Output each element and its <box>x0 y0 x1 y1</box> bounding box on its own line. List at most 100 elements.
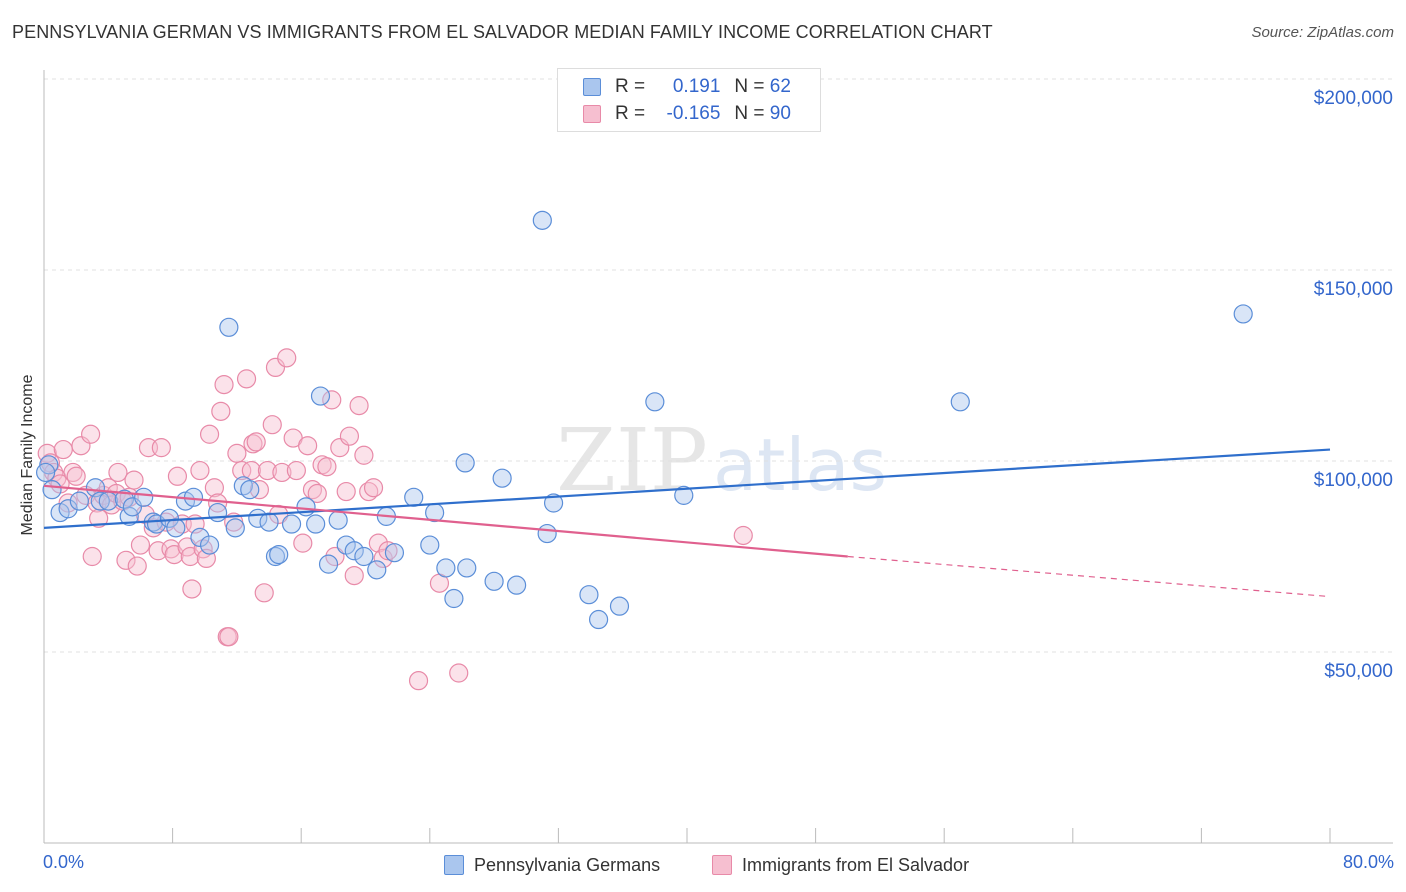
watermark-atlas: atlas <box>713 423 887 507</box>
data-point <box>130 535 151 555</box>
series-pennsylvania-germans <box>36 210 1253 630</box>
correlation-legend: R = 0.191 N = 62 R = -0.165 N = 90 <box>557 68 821 132</box>
data-point <box>444 588 464 609</box>
gridlines <box>44 78 1393 653</box>
data-point <box>208 502 228 523</box>
x-tick-label-max: 80.0% <box>1342 852 1394 872</box>
data-point <box>262 415 282 435</box>
trend-line-extension <box>847 555 1331 598</box>
bottom-legend-label: Pennsylvania Germans <box>474 854 661 875</box>
data-point <box>537 523 557 544</box>
data-point <box>404 487 424 507</box>
data-point <box>36 462 56 483</box>
data-point <box>225 518 245 538</box>
legend-n-value: 90 <box>769 103 791 124</box>
trend-line <box>43 484 848 558</box>
legend-row-pennsylvania-germans: R = 0.191 N = 62 <box>583 75 791 99</box>
data-point <box>182 579 202 599</box>
data-point <box>317 457 337 477</box>
data-point <box>69 491 89 511</box>
data-point <box>254 583 274 603</box>
data-point <box>167 466 188 486</box>
data-point <box>492 468 512 488</box>
data-point <box>457 558 477 578</box>
x-tick-label-min: 0.0% <box>43 852 85 872</box>
data-point <box>328 510 348 530</box>
bottom-legend-swatch-blue <box>444 855 464 875</box>
legend-r-value: -0.165 <box>666 103 721 124</box>
data-point <box>322 390 342 410</box>
data-point <box>243 434 263 454</box>
data-point <box>455 453 475 473</box>
data-point <box>249 480 270 500</box>
trend-lines <box>43 448 1331 598</box>
data-point <box>484 571 504 591</box>
data-point <box>449 663 469 683</box>
data-point <box>259 512 279 532</box>
data-point <box>127 556 147 576</box>
data-point <box>420 535 440 555</box>
data-point <box>98 491 118 511</box>
data-point <box>219 317 239 337</box>
data-point <box>354 546 374 567</box>
legend-r-label: R = <box>615 76 646 97</box>
data-point <box>367 560 387 580</box>
data-point <box>306 514 326 534</box>
data-point <box>293 533 313 553</box>
data-point <box>89 508 109 528</box>
data-point <box>344 541 364 561</box>
data-point <box>609 596 630 616</box>
data-point <box>325 546 345 567</box>
legend-swatch-blue <box>583 78 601 96</box>
data-point <box>81 424 101 444</box>
data-point <box>246 432 266 452</box>
data-point <box>733 525 753 546</box>
data-point <box>532 210 552 230</box>
data-point <box>66 466 86 486</box>
data-point <box>344 565 364 586</box>
data-point <box>183 487 204 507</box>
data-point <box>645 392 665 412</box>
data-point <box>543 493 564 513</box>
data-point <box>265 546 286 567</box>
data-point <box>363 478 384 498</box>
data-point <box>269 544 289 565</box>
data-point <box>286 460 306 481</box>
legend-r-value: 0.191 <box>672 76 721 97</box>
data-point <box>53 439 73 460</box>
data-point <box>298 436 318 456</box>
data-point <box>214 375 234 395</box>
legend-n-label: N = <box>734 103 765 124</box>
data-point <box>336 481 356 502</box>
data-point <box>199 535 220 555</box>
data-point <box>277 348 297 368</box>
data-point <box>82 546 102 567</box>
bottom-legend-immigrants-from-el-salvador: Immigrants from El Salvador <box>712 852 969 878</box>
data-point <box>354 445 374 465</box>
y-tick-label: $50,000 <box>1324 661 1393 682</box>
data-point <box>674 485 694 505</box>
y-tick-labels: $50,000 $100,000 $150,000 $200,000 <box>1314 88 1393 682</box>
y-tick-label: $200,000 <box>1314 88 1393 109</box>
data-point <box>272 462 292 483</box>
data-point <box>950 392 970 412</box>
data-point <box>124 470 144 490</box>
data-point <box>219 627 239 647</box>
source-label: Source: ZipAtlas.com <box>1251 24 1394 41</box>
data-point <box>368 533 388 553</box>
data-point <box>58 499 78 519</box>
y-tick-label: $100,000 <box>1314 470 1393 491</box>
legend-r-label: R = <box>615 103 646 124</box>
data-point <box>349 396 369 416</box>
data-point <box>166 518 186 538</box>
data-point <box>257 460 278 481</box>
data-point <box>241 460 261 481</box>
data-point <box>199 424 220 444</box>
data-point <box>436 558 456 578</box>
data-point <box>116 550 136 570</box>
data-point <box>134 487 154 507</box>
data-point <box>108 462 128 483</box>
data-point <box>159 508 179 528</box>
data-point <box>318 554 339 574</box>
